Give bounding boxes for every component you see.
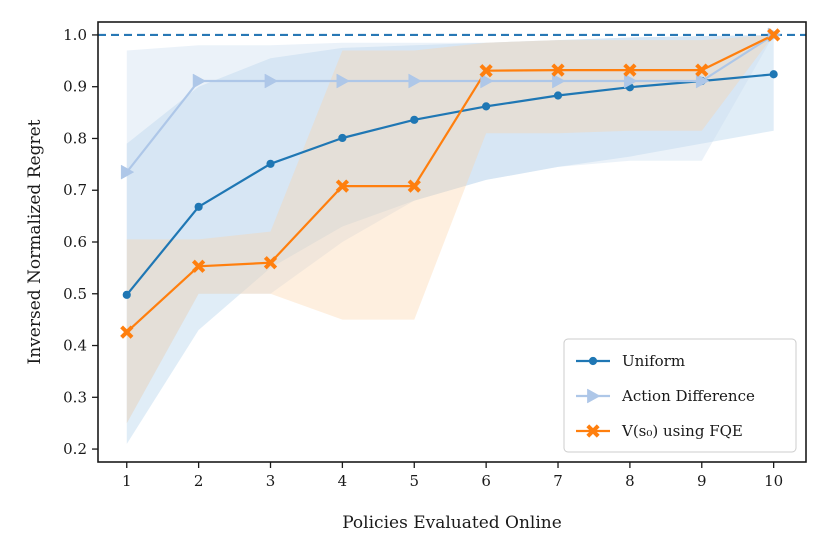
legend-marker-1 [587, 388, 601, 404]
x-tick-label: 10 [764, 472, 783, 490]
series-2-point [120, 325, 134, 339]
x-tick-label: 7 [553, 472, 563, 490]
series-2-point [191, 259, 206, 273]
x-tick-label: 2 [194, 472, 204, 490]
legend-marker-2 [586, 424, 600, 438]
series-1-point [336, 73, 350, 89]
series-0-point [266, 159, 275, 168]
x-tick-label: 1 [122, 472, 132, 490]
series-0-point [194, 202, 203, 211]
legend-marker-0 [588, 356, 598, 366]
series-1-point [624, 73, 638, 89]
y-tick-label: 1.0 [63, 26, 87, 44]
series-2-point [695, 63, 709, 77]
legend: Uniform Action Difference V(s₀) using FQE [563, 338, 797, 453]
confidence-band-0 [126, 34, 774, 444]
series-1-point [120, 164, 135, 180]
series-markers [120, 27, 782, 339]
series-2-point [407, 179, 421, 193]
series-0-point [553, 91, 563, 100]
series-0-point [769, 70, 778, 79]
y-tick-label: 0.5 [63, 285, 87, 303]
x-tick-label: 6 [481, 472, 491, 490]
y-tick-label: 0.2 [63, 440, 87, 458]
series-2-point [479, 64, 493, 78]
series-1-point [695, 73, 710, 89]
y-tick-label: 0.8 [63, 129, 87, 147]
x-tick-label: 4 [338, 472, 348, 490]
series-2-point [335, 179, 350, 193]
x-tick-label: 5 [409, 472, 419, 490]
series-0-point [482, 102, 491, 111]
series-2-point [263, 256, 278, 270]
series-1-point [552, 73, 566, 89]
legend-label-1: Action Difference [621, 387, 755, 405]
series-1-point [480, 73, 494, 89]
series-2-point [767, 28, 781, 42]
x-tick-label: 8 [625, 472, 635, 490]
y-tick-label: 0.3 [63, 388, 87, 406]
series-1-point [408, 73, 422, 89]
series-lines [125, 33, 775, 333]
y-tick-label: 0.4 [63, 337, 87, 355]
legend-label-0: Uniform [622, 352, 685, 370]
legend-label-2: V(s₀) using FQE [621, 422, 743, 440]
x-tick-label: 9 [697, 472, 707, 490]
series-0-point [410, 115, 419, 124]
legend-box [563, 338, 797, 453]
series-1-point [264, 73, 279, 89]
y-tick-label: 0.9 [63, 78, 87, 96]
confidence-band-1 [126, 34, 774, 424]
series-line-0 [125, 73, 774, 296]
y-axis-label: Inversed Normalized Regret [25, 119, 45, 364]
y-tick-label: 0.7 [63, 181, 87, 199]
series-2-point [551, 63, 565, 77]
series-1-point [192, 73, 207, 89]
series-line-1 [125, 33, 775, 173]
series-2-point [623, 63, 637, 77]
series-0-point [338, 133, 347, 143]
x-axis-label: Policies Evaluated Online [342, 513, 562, 533]
series-line-2 [126, 33, 775, 333]
ticks: 1 2 3 4 5 6 7 8 9 10 0.2 0.3 0.4 0.5 0.6 0.7 0.8 0.9 1.0 [63, 26, 783, 490]
y-tick-label: 0.6 [63, 233, 87, 251]
series-0-point [122, 290, 131, 299]
x-tick-label: 3 [266, 472, 276, 490]
